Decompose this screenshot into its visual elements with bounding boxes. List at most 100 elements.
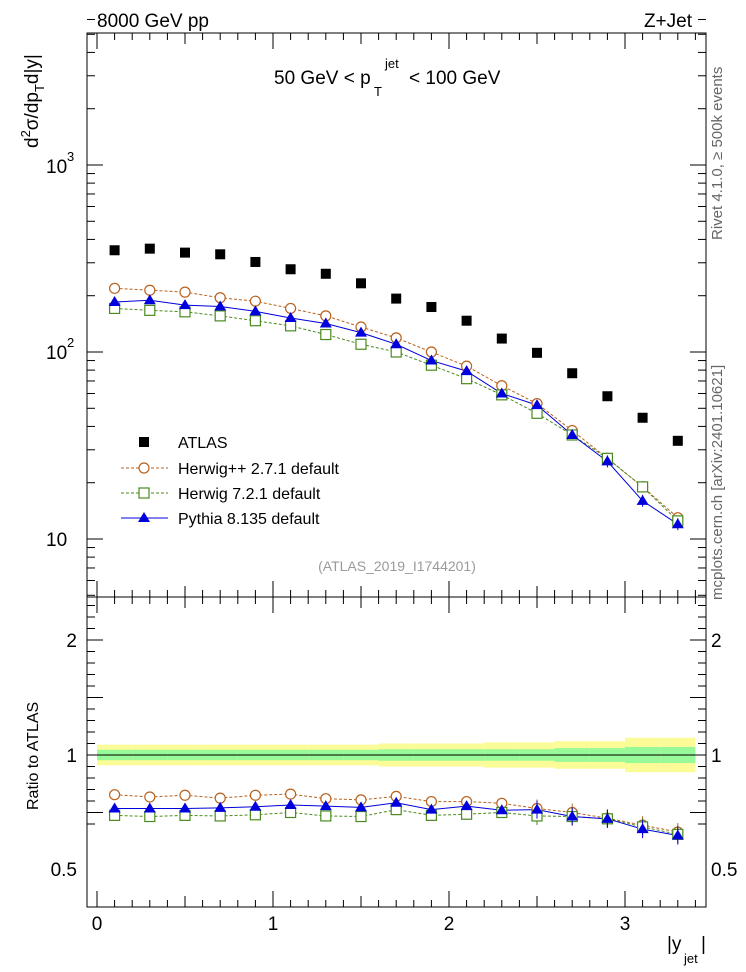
main-point-atlas <box>356 278 366 289</box>
ratio-series-layer <box>108 788 684 845</box>
legend-item-atlas: ATLAS <box>139 435 228 452</box>
ratio-point-herwig7 <box>461 808 473 820</box>
ratio-point-pythia <box>460 800 473 811</box>
xlabel-end: | <box>701 934 706 955</box>
main-point-atlas <box>215 249 226 260</box>
ylabel-d: d <box>22 137 43 148</box>
xlabel-sub: jet <box>683 951 698 966</box>
main-point-herwig7 <box>390 346 402 358</box>
ratio-point-pythia <box>495 804 508 815</box>
ylabel-subT: T <box>32 84 47 92</box>
main-y-axis-label: d2σ/dpTd|y| <box>18 54 47 148</box>
legend-marker-herwigpp <box>138 462 150 474</box>
ytick-label-10: 10 <box>46 530 67 551</box>
main-point-pythia <box>390 338 403 349</box>
main-point-pythia <box>636 494 649 505</box>
main-point-atlas <box>180 247 190 258</box>
main-point-pythia <box>249 305 262 316</box>
energy-label: 8000 GeV pp <box>97 11 209 32</box>
main-point-herwig7 <box>636 481 649 493</box>
ratio-point-pythia <box>531 803 543 814</box>
ratio-point-pythia <box>143 802 156 813</box>
ratio-tick-label-right-2: 2 <box>711 631 722 652</box>
main-point-herwigpp <box>285 302 297 315</box>
ratio-point-herwigpp <box>285 788 297 800</box>
ratio-y-axis-label: Ratio to ATLAS <box>25 702 42 810</box>
ratio-point-pythia <box>601 812 614 823</box>
main-series-layer <box>108 243 684 531</box>
main-point-pythia <box>214 300 227 311</box>
legend-label-herwig7: Herwig 7.2.1 default <box>178 486 321 503</box>
legend-label-pythia: Pythia 8.135 default <box>178 511 320 528</box>
ratio-point-herwigpp <box>214 792 226 804</box>
main-point-atlas <box>496 333 507 344</box>
ratio-uncertainty-bands <box>97 737 696 773</box>
main-point-atlas <box>144 243 155 254</box>
svg-text:d2σ/dpTd|y|: d2σ/dpTd|y| <box>18 54 47 148</box>
main-point-herwig7 <box>355 338 367 350</box>
ratio-point-pythia <box>249 800 262 811</box>
main-point-atlas <box>391 293 402 304</box>
process-label: Z+Jet <box>644 11 693 32</box>
main-point-pythia <box>355 326 367 337</box>
main-point-atlas <box>532 347 542 358</box>
ratio-point-herwig7 <box>144 810 156 823</box>
main-line-herwigpp <box>114 287 679 519</box>
ratio-point-pythia <box>390 796 403 807</box>
cut-label: 50 GeV < p jet T < 100 GeV <box>274 56 501 99</box>
main-point-pythia <box>531 399 543 410</box>
mcplots-source-label: mcplots.cern.ch [arXiv:2401.10621] <box>709 365 726 600</box>
cut-label-suffix: < 100 GeV <box>409 68 501 89</box>
x-axis-label: |y jet | <box>667 934 706 966</box>
xtick-label-3: 3 <box>620 914 631 935</box>
main-point-herwigpp <box>179 286 191 298</box>
analysis-id-label: (ATLAS_2019_I1744201) <box>318 558 476 574</box>
axis-ticks <box>87 18 706 907</box>
main-point-atlas <box>285 264 296 275</box>
main-point-pythia <box>284 311 297 322</box>
xtick-label-1: 1 <box>268 914 279 935</box>
ratio-tick-label-right-1: 1 <box>711 746 722 767</box>
ytick-label-1000-exp: 3 <box>67 149 74 164</box>
main-point-herwig7 <box>144 304 156 316</box>
main-point-atlas <box>602 391 613 402</box>
main-point-pythia <box>566 428 579 439</box>
ratio-y-tick-labels: 0.5 1 2 0.5 1 2 <box>51 631 738 881</box>
main-point-pythia <box>601 455 614 466</box>
main-point-herwig7 <box>214 310 226 322</box>
ratio-tick-label-0.5: 0.5 <box>51 860 77 881</box>
main-y-tick-labels: 10 10 2 10 3 <box>46 149 74 551</box>
main-point-atlas <box>109 245 120 256</box>
main-point-herwig7 <box>285 320 297 332</box>
ylabel-rest: d|y| <box>22 54 43 84</box>
legend-label-herwigpp: Herwig++ 2.7.1 default <box>178 461 340 478</box>
cut-label-prefix: 50 GeV < p <box>274 68 371 89</box>
ratio-point-herwigpp <box>144 791 156 803</box>
ratio-point-pythia <box>425 803 438 814</box>
legend-marker-pythia <box>138 512 150 522</box>
main-point-atlas <box>637 412 648 423</box>
ratio-point-pythia <box>671 829 684 840</box>
main-point-pythia <box>425 354 438 365</box>
ytick-label-1000-base: 10 <box>46 157 67 178</box>
legend: ATLAS Herwig++ 2.7.1 default Herwig 7.2.… <box>121 435 340 528</box>
legend-item-herwigpp: Herwig++ 2.7.1 default <box>121 461 340 478</box>
cut-label-sub: T <box>374 84 382 99</box>
main-point-pythia <box>319 317 332 328</box>
ratio-tick-label-right-0.5: 0.5 <box>711 860 737 881</box>
ratio-point-herwigpp <box>108 789 121 801</box>
main-point-atlas <box>461 315 472 326</box>
legend-marker-atlas <box>139 437 149 447</box>
ratio-point-pythia <box>214 801 227 812</box>
ratio-point-herwigpp <box>179 789 191 801</box>
legend-item-herwig7: Herwig 7.2.1 default <box>121 486 321 503</box>
main-point-herwigpp <box>108 282 121 294</box>
main-point-herwig7 <box>461 373 473 385</box>
main-point-atlas <box>320 268 331 279</box>
main-point-pythia <box>108 296 121 307</box>
main-point-pythia <box>179 299 191 310</box>
main-point-herwig7 <box>531 407 543 419</box>
main-point-atlas <box>250 256 261 267</box>
x-tick-labels: 0 1 2 3 <box>92 914 631 935</box>
ylabel-sigma: σ/dp <box>22 92 43 130</box>
